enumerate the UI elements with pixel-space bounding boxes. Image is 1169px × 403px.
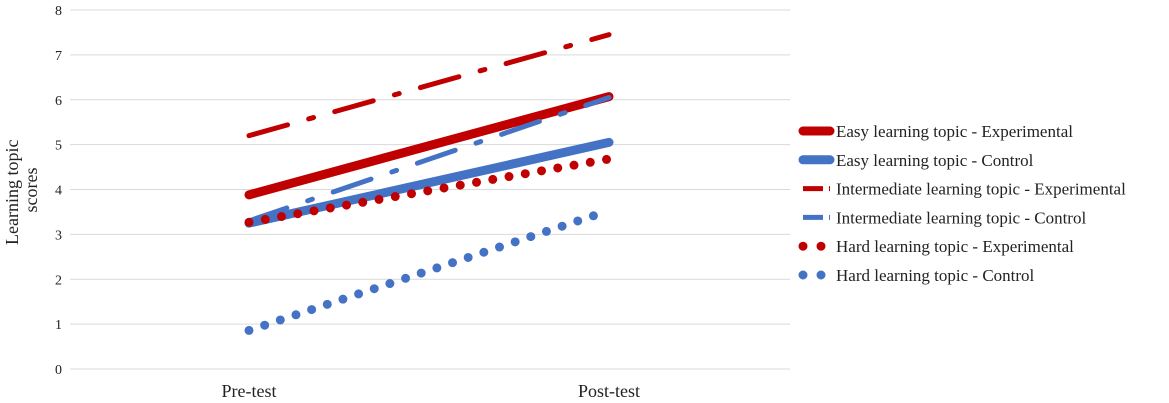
y-axis-ticks: 0 1 2 3 4 5 6 7 8 — [55, 4, 62, 378]
y-tick-label: 1 — [55, 318, 62, 333]
y-axis-label-line-1: Learning topic — [2, 140, 22, 245]
y-tick-label: 7 — [55, 49, 62, 64]
series-line-4 — [246, 95, 612, 224]
series-line-6 — [244, 206, 614, 335]
legend: Easy learning topic - Experimental Easy l… — [798, 122, 1126, 285]
x-category-label: Post-test — [578, 381, 640, 401]
y-tick-label: 5 — [55, 139, 62, 154]
legend-label: Intermediate learning topic - Experiment… — [836, 180, 1126, 199]
y-tick-label: 3 — [55, 228, 62, 243]
y-tick-label: 4 — [55, 184, 62, 199]
legend-label: Intermediate learning topic - Control — [836, 208, 1086, 227]
legend-label: Easy learning topic - Experimental — [836, 122, 1073, 141]
y-tick-label: 8 — [55, 4, 62, 19]
series-line-5 — [244, 154, 614, 227]
series-line-2 — [244, 137, 614, 228]
y-tick-label: 6 — [55, 94, 62, 109]
x-axis-categories: Pre-test Post-test — [222, 381, 641, 401]
x-category-label: Pre-test — [222, 381, 277, 401]
y-axis-label-line-2: scores — [21, 168, 41, 213]
series-line-1 — [244, 92, 614, 200]
legend-label: Hard learning topic - Control — [836, 266, 1035, 285]
y-axis-label: Learning topic scores — [2, 135, 41, 245]
legend-label: Hard learning topic - Experimental — [836, 237, 1074, 256]
y-tick-label: 2 — [55, 273, 62, 288]
legend-label: Easy learning topic - Control — [836, 151, 1034, 170]
y-tick-label: 0 — [55, 363, 62, 378]
series-lines — [244, 32, 614, 335]
series-line-3 — [246, 32, 612, 139]
